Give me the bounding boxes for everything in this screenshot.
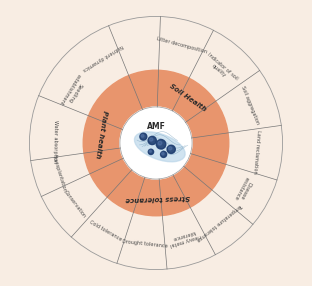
Circle shape	[148, 136, 156, 145]
Text: Drought tolerance: Drought tolerance	[122, 239, 168, 249]
Text: Plant health: Plant health	[95, 110, 108, 159]
Text: AMF: AMF	[147, 122, 165, 131]
Circle shape	[158, 141, 162, 145]
Circle shape	[120, 107, 192, 179]
Circle shape	[168, 147, 172, 150]
Circle shape	[83, 70, 229, 216]
Text: Nutrient dynamics: Nutrient dynamics	[81, 43, 123, 72]
Text: Land reclamation: Land reclamation	[252, 130, 261, 174]
Circle shape	[167, 145, 175, 154]
Text: Heavy metal
tolerance: Heavy metal tolerance	[168, 228, 202, 247]
Circle shape	[161, 151, 167, 157]
Text: Soil Health: Soil Health	[168, 83, 207, 113]
Text: Disease
resistance: Disease resistance	[232, 175, 254, 203]
Circle shape	[141, 134, 144, 137]
Text: Stress tolerance: Stress tolerance	[125, 194, 190, 202]
Text: Temperature tolerance: Temperature tolerance	[196, 202, 244, 242]
Text: Indicator of soil
quality: Indicator of soil quality	[202, 52, 239, 85]
Text: Litter decomposition: Litter decomposition	[156, 36, 208, 54]
Circle shape	[156, 140, 166, 149]
Circle shape	[29, 17, 283, 269]
Circle shape	[149, 150, 151, 152]
Circle shape	[140, 133, 147, 140]
Text: Transplantation: Transplantation	[51, 153, 67, 192]
Circle shape	[149, 138, 153, 141]
Text: Conservation: Conservation	[63, 189, 87, 219]
Text: Water absorption: Water absorption	[52, 120, 58, 163]
Circle shape	[162, 152, 164, 155]
Text: Cold tolerance: Cold tolerance	[88, 219, 122, 242]
Circle shape	[148, 149, 154, 154]
Text: Soil aggregation: Soil aggregation	[240, 85, 260, 125]
Ellipse shape	[134, 132, 185, 162]
Text: Seedling
establishment: Seedling establishment	[58, 73, 86, 109]
